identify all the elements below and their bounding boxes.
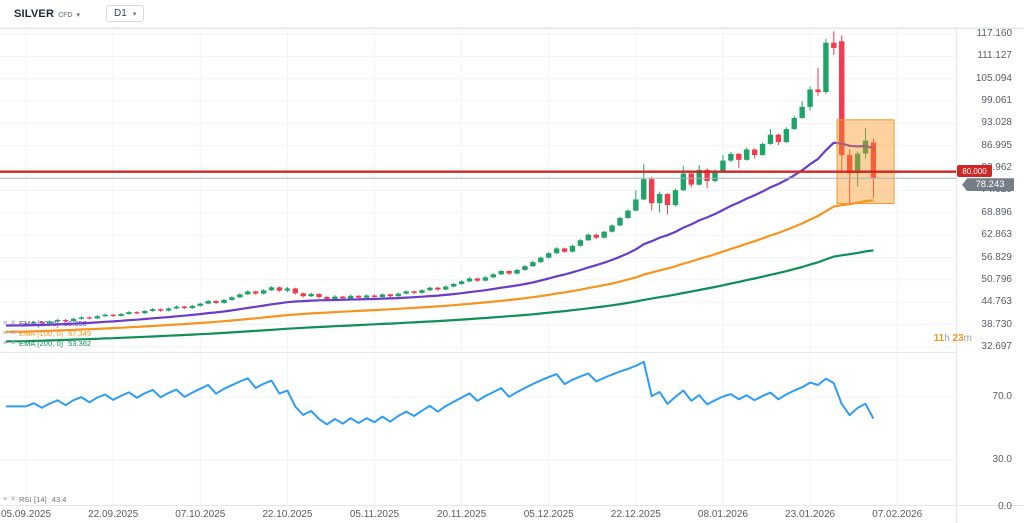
countdown-hours: 11 bbox=[933, 333, 945, 344]
time-tick-label: 07.02.2026 bbox=[872, 509, 923, 520]
indicator-close-icon[interactable]: ✕ bbox=[10, 330, 16, 337]
rsi-tick-label: 0.0 bbox=[998, 501, 1012, 513]
indicator-value: 86.358 bbox=[63, 318, 87, 328]
time-tick-label: 22.10.2025 bbox=[262, 509, 313, 520]
price-tick-label: 105.094 bbox=[975, 72, 1012, 84]
rsi-tick-label: 30.0 bbox=[992, 454, 1012, 465]
time-tick-label: 22.09.2025 bbox=[88, 509, 139, 520]
price-tick-label: 117.160 bbox=[976, 28, 1012, 39]
indicator-value: 67.349 bbox=[68, 328, 92, 338]
price-axis[interactable]: 117.160 111.127 105.094 99.061 93.028 86.995 8… bbox=[960, 0, 1018, 523]
price-tick-label: 93.028 bbox=[981, 117, 1012, 129]
countdown-minutes: 23 bbox=[952, 333, 964, 344]
indicator-settings-icon[interactable]: ≡ bbox=[3, 339, 8, 347]
rsi-tick-label: 70.0 bbox=[992, 391, 1012, 402]
indicator-close-icon[interactable]: ✕ bbox=[10, 340, 16, 347]
indicator-settings-icon[interactable]: ≡ bbox=[3, 329, 8, 337]
timeframe-label: D1 bbox=[114, 8, 127, 19]
time-tick-label: 08.01.2026 bbox=[697, 509, 748, 520]
price-tick-label: 68.896 bbox=[981, 206, 1012, 218]
candle-countdown: 11h 23m bbox=[934, 333, 972, 344]
time-tick-label: 23.01.2026 bbox=[785, 509, 836, 520]
price-tick-label: 80.962 bbox=[981, 162, 1012, 174]
oscillator-label-rsi: ≡ ✕ RSI [14] 43.4 bbox=[3, 494, 66, 504]
price-tick-label: 111.127 bbox=[977, 50, 1012, 62]
indicator-settings-icon[interactable]: ≡ bbox=[3, 495, 8, 503]
price-tick-label: 86.995 bbox=[981, 139, 1012, 151]
indicator-value: 53.362 bbox=[68, 338, 92, 348]
price-tick-label: 38.730 bbox=[981, 318, 1012, 330]
indicator-label-ema200: ≡ ✕ EMA [200, 0] 53.362 bbox=[3, 338, 91, 348]
price-tick-label: 99.061 bbox=[981, 95, 1012, 107]
indicator-close-icon[interactable]: ✕ bbox=[10, 496, 16, 503]
symbol-name: SILVER bbox=[14, 7, 55, 20]
chevron-down-icon: ▾ bbox=[76, 11, 81, 19]
price-tick-label: 56.829 bbox=[981, 251, 1012, 263]
time-tick-label: 05.12.2025 bbox=[523, 509, 574, 520]
price-tick-label: 32.697 bbox=[981, 340, 1012, 352]
time-tick-label: 22.12.2025 bbox=[610, 509, 661, 520]
countdown-minutes-unit: m bbox=[963, 333, 972, 344]
chart-toolbar: SILVER CFD ▾ D1 ▾ bbox=[0, 0, 1024, 28]
indicator-label-ema100: ≡ ✕ EMA [100, 0] 67.349 bbox=[3, 328, 91, 338]
time-tick-label: 20.11.2025 bbox=[436, 509, 487, 520]
time-tick-label: 07.10.2025 bbox=[175, 509, 226, 520]
oscillator-value: 43.4 bbox=[51, 494, 67, 504]
countdown-hours-unit: h bbox=[944, 333, 950, 344]
time-tick-label: 05.09.2025 bbox=[0, 509, 52, 520]
timeframe-selector[interactable]: D1 ▾ bbox=[106, 5, 145, 22]
indicator-label-ema50: ≡ ✕ EMA [50, 0] 86.358 bbox=[3, 318, 91, 328]
indicator-name: EMA [200, 0] bbox=[18, 338, 64, 348]
price-tick-label: 62.863 bbox=[981, 229, 1012, 241]
price-line-badge: 80.000 bbox=[957, 165, 992, 178]
oscillator-name: RSI [14] bbox=[18, 494, 47, 504]
last-price-badge: 78.243 bbox=[962, 178, 1014, 192]
symbol-selector[interactable]: SILVER CFD ▾ bbox=[14, 8, 80, 20]
price-tick-label: 44.763 bbox=[981, 296, 1012, 308]
time-tick-label: 05.11.2025 bbox=[349, 509, 400, 520]
indicator-name: EMA [100, 0] bbox=[18, 328, 64, 338]
indicator-name: EMA [50, 0] bbox=[18, 318, 59, 328]
price-tick-label: 50.796 bbox=[981, 273, 1012, 285]
indicator-settings-icon[interactable]: ≡ bbox=[3, 319, 8, 327]
chevron-down-icon: ▾ bbox=[132, 10, 137, 18]
instrument-type-label: CFD bbox=[58, 11, 73, 19]
time-axis[interactable]: 05.09.2025 22.09.2025 07.10.2025 22.10.2025… bbox=[0, 505, 1024, 523]
indicator-close-icon[interactable]: ✕ bbox=[10, 320, 16, 327]
indicator-labels: ≡ ✕ EMA [50, 0] 86.358 ≡ ✕ EMA [100, 0] … bbox=[3, 318, 91, 348]
